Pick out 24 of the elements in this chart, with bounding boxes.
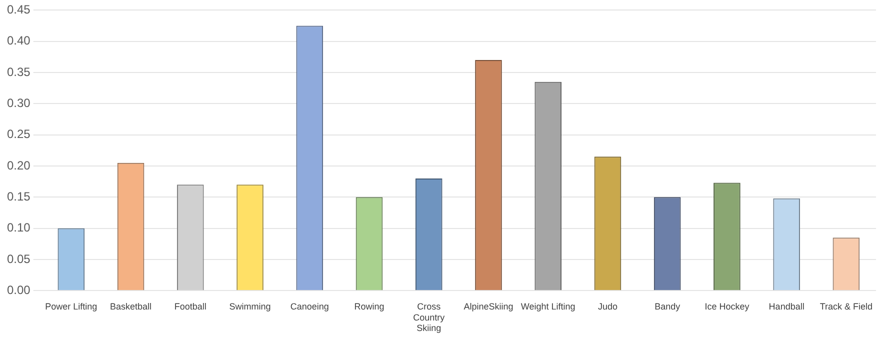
y-tick-label: 0.20: [6, 158, 31, 172]
x-tick-label: Football: [174, 301, 206, 312]
y-tick-label: 0.40: [6, 34, 31, 48]
y-tick-label: 0.25: [6, 127, 31, 142]
y-tick-label: 0.45: [6, 2, 31, 17]
x-tick-label: Canoeing: [290, 301, 329, 312]
x-tick-label: AlpineSkiing: [464, 301, 514, 312]
x-tick-label: Cross Country Skiing: [413, 301, 446, 334]
x-tick-label: Handball: [768, 301, 804, 312]
y-tick-label: 0.00: [6, 282, 31, 297]
y-tick-label: 0.05: [6, 252, 31, 266]
x-tick-label: Bandy: [654, 301, 681, 312]
x-tick-label: Basketball: [110, 301, 152, 312]
x-tick-label: Track & Field: [820, 301, 873, 312]
x-tick-label: Ice Hockey: [704, 301, 750, 312]
x-tick-label: Weight Lifting: [520, 301, 576, 312]
x-tick-label: Power Lifting: [45, 301, 98, 312]
y-tick-label: 0.15: [6, 189, 31, 204]
x-tick-label: Swimming: [229, 301, 271, 312]
x-tick-label: Rowing: [354, 301, 384, 312]
y-tick-label: 0.10: [6, 220, 31, 235]
y-tick-label: 0.30: [6, 96, 31, 110]
x-tick-label: Judo: [598, 301, 618, 312]
y-tick-label: 0.35: [6, 64, 31, 79]
